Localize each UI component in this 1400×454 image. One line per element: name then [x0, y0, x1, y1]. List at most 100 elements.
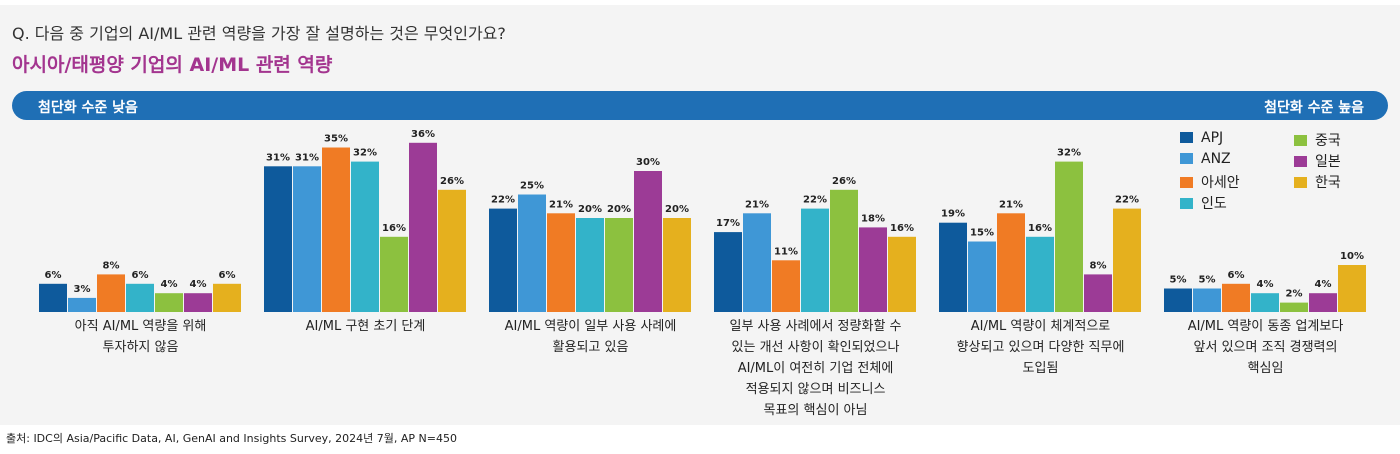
bar — [1222, 283, 1250, 312]
bar — [438, 189, 466, 312]
category-label-line: 일부 사용 사례에서 정량화할 수 — [729, 319, 902, 334]
legend-item: 인도 — [1180, 193, 1227, 213]
legend-swatch — [1180, 153, 1193, 164]
category-label-line: AI/ML 역량이 일부 사용 사례에 — [504, 319, 677, 334]
bar — [68, 297, 96, 312]
bar — [293, 166, 321, 312]
data-label: 30% — [636, 157, 660, 168]
legend-swatch — [1294, 135, 1307, 146]
category-label-line: 향상되고 있으며 다양한 직무에 — [956, 340, 1125, 355]
bar — [1055, 161, 1083, 312]
data-label: 4% — [161, 279, 178, 290]
category-label-line: 활용되고 있음 — [552, 340, 629, 355]
data-label: 16% — [382, 223, 406, 234]
data-label: 6% — [1228, 270, 1245, 281]
data-label: 6% — [45, 270, 62, 281]
data-label: 8% — [1090, 260, 1107, 271]
bar — [743, 213, 771, 312]
data-label: 3% — [74, 284, 91, 295]
data-label: 32% — [353, 148, 377, 159]
data-label: 21% — [999, 199, 1023, 210]
bar — [1113, 208, 1141, 312]
bar — [801, 208, 829, 312]
bar — [1338, 265, 1366, 312]
legend-swatch — [1180, 132, 1193, 143]
data-label: 20% — [578, 204, 602, 215]
bar — [1251, 293, 1279, 312]
bar — [1164, 288, 1192, 312]
data-label: 26% — [440, 176, 464, 187]
legend-swatch — [1294, 156, 1307, 167]
legend-label: APJ — [1201, 130, 1224, 146]
legend-label: 인도 — [1201, 196, 1227, 212]
bar — [322, 147, 350, 312]
category-label-line: 도입됨 — [1022, 361, 1059, 376]
legend-item: 일본 — [1294, 151, 1341, 171]
category-label-line: AI/ML 역량이 체계적으로 — [970, 319, 1111, 334]
chart-panel — [0, 5, 1400, 425]
survey-question: Q. 다음 중 기업의 AI/ML 관련 역량을 가장 잘 설명하는 것은 무엇… — [12, 24, 506, 43]
chart-title: 아시아/태평양 기업의 AI/ML 관련 역량 — [12, 54, 333, 76]
bar — [351, 161, 379, 312]
category-label: AI/ML 역량이 동종 업계보다 앞서 있으며 조직 경쟁력의 핵심임 — [1153, 316, 1378, 379]
data-label: 25% — [520, 181, 544, 192]
bar — [126, 283, 154, 312]
legend-label: 아세안 — [1201, 175, 1240, 191]
bar — [968, 241, 996, 312]
category-label-line: 투자하지 않음 — [102, 340, 179, 355]
bar — [409, 142, 437, 312]
bar — [1280, 302, 1308, 312]
bar — [518, 194, 546, 312]
source-note: 출처: IDC의 Asia/Pacific Data, AI, GenAI an… — [6, 432, 457, 445]
bar — [1084, 274, 1112, 312]
data-label: 5% — [1199, 275, 1216, 286]
data-label: 2% — [1286, 289, 1303, 300]
data-label: 17% — [716, 218, 740, 229]
data-label: 35% — [324, 134, 348, 145]
bar — [605, 218, 633, 312]
legend-label: 중국 — [1315, 133, 1341, 149]
bar — [264, 166, 292, 312]
data-label: 16% — [1028, 223, 1052, 234]
category-label-line: 목표의 핵심이 아님 — [763, 403, 868, 418]
bar — [184, 293, 212, 312]
bar — [97, 274, 125, 312]
sophistication-band: 첨단화 수준 낮음 첨단화 수준 높음 — [12, 91, 1388, 120]
data-label: 6% — [219, 270, 236, 281]
legend-swatch — [1180, 198, 1193, 209]
data-label: 22% — [803, 195, 827, 206]
bar — [939, 222, 967, 312]
bar — [576, 218, 604, 312]
bar — [714, 232, 742, 312]
data-label: 20% — [665, 204, 689, 215]
legend-item: APJ — [1180, 130, 1223, 146]
category-label: AI/ML 구현 초기 단계 — [253, 316, 478, 337]
legend-item: ANZ — [1180, 151, 1231, 167]
data-label: 10% — [1340, 251, 1364, 262]
data-label: 19% — [941, 209, 965, 220]
category-label-line: AI/ML 구현 초기 단계 — [305, 319, 426, 334]
bar — [859, 227, 887, 312]
data-label: 11% — [774, 246, 798, 257]
bar — [155, 293, 183, 312]
data-label: 4% — [190, 279, 207, 290]
category-label-line: 있는 개선 사항이 확인되었으나 — [731, 340, 900, 355]
bar — [830, 189, 858, 312]
legend-label: 일본 — [1315, 154, 1341, 170]
category-label-line: 앞서 있으며 조직 경쟁력의 — [1193, 340, 1338, 355]
category-label-line: AI/ML 역량이 동종 업계보다 — [1187, 319, 1344, 334]
data-label: 36% — [411, 129, 435, 140]
data-label: 20% — [607, 204, 631, 215]
data-label: 22% — [491, 195, 515, 206]
data-label: 26% — [832, 176, 856, 187]
data-label: 4% — [1257, 279, 1274, 290]
data-label: 31% — [295, 152, 319, 163]
bar — [634, 171, 662, 312]
data-label: 8% — [103, 260, 120, 271]
bar — [213, 283, 241, 312]
data-label: 16% — [890, 223, 914, 234]
bar — [997, 213, 1025, 312]
